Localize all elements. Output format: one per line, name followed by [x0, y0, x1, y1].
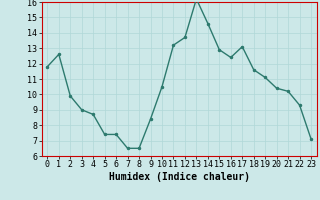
- X-axis label: Humidex (Indice chaleur): Humidex (Indice chaleur): [109, 172, 250, 182]
